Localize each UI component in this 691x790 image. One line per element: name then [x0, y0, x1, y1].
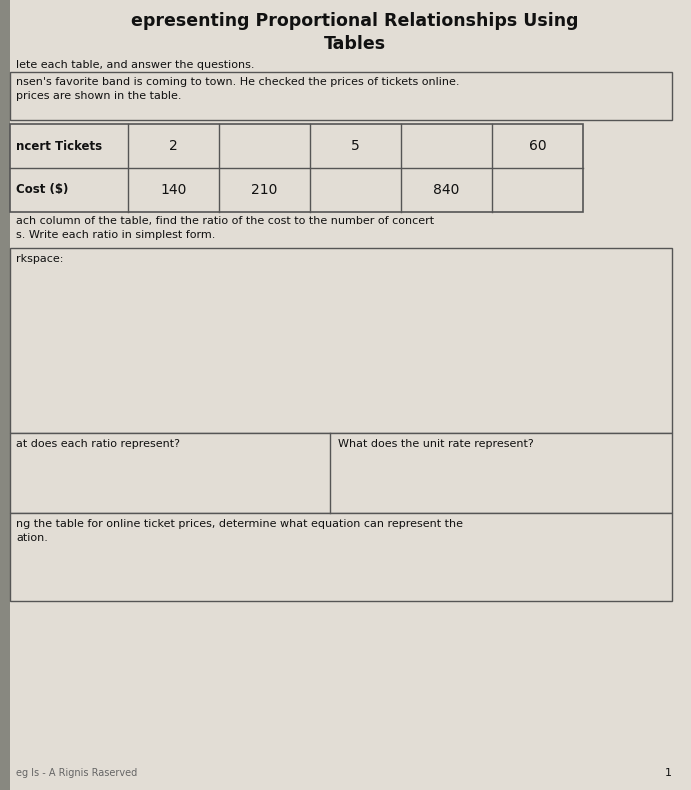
Text: 1: 1 [665, 768, 672, 778]
Text: Tables: Tables [324, 35, 386, 53]
Text: lete each table, and answer the questions.: lete each table, and answer the question… [16, 60, 254, 70]
Text: 2: 2 [169, 139, 178, 153]
FancyBboxPatch shape [10, 0, 691, 790]
Text: eg ls - A Rignis Raserved: eg ls - A Rignis Raserved [16, 768, 138, 778]
FancyBboxPatch shape [10, 72, 672, 120]
Text: epresenting Proportional Relationships Using: epresenting Proportional Relationships U… [131, 12, 579, 30]
Text: 5: 5 [351, 139, 360, 153]
FancyBboxPatch shape [10, 124, 583, 212]
FancyBboxPatch shape [0, 0, 15, 790]
Text: 60: 60 [529, 139, 547, 153]
Text: ng the table for online ticket prices, determine what equation can represent the: ng the table for online ticket prices, d… [16, 519, 463, 544]
Text: 210: 210 [252, 183, 278, 197]
Text: What does the unit rate represent?: What does the unit rate represent? [338, 439, 533, 449]
FancyBboxPatch shape [10, 248, 672, 433]
Text: rkspace:: rkspace: [16, 254, 64, 264]
FancyBboxPatch shape [10, 433, 672, 513]
Text: at does each ratio represent?: at does each ratio represent? [16, 439, 180, 449]
FancyBboxPatch shape [10, 513, 672, 601]
Text: 840: 840 [433, 183, 460, 197]
Text: Cost ($): Cost ($) [16, 183, 68, 197]
Text: nsen's favorite band is coming to town. He checked the prices of tickets online.: nsen's favorite band is coming to town. … [16, 77, 460, 101]
Text: ncert Tickets: ncert Tickets [16, 140, 102, 152]
Text: ach column of the table, find the ratio of the cost to the number of concert
s. : ach column of the table, find the ratio … [16, 216, 434, 240]
Text: 140: 140 [160, 183, 187, 197]
